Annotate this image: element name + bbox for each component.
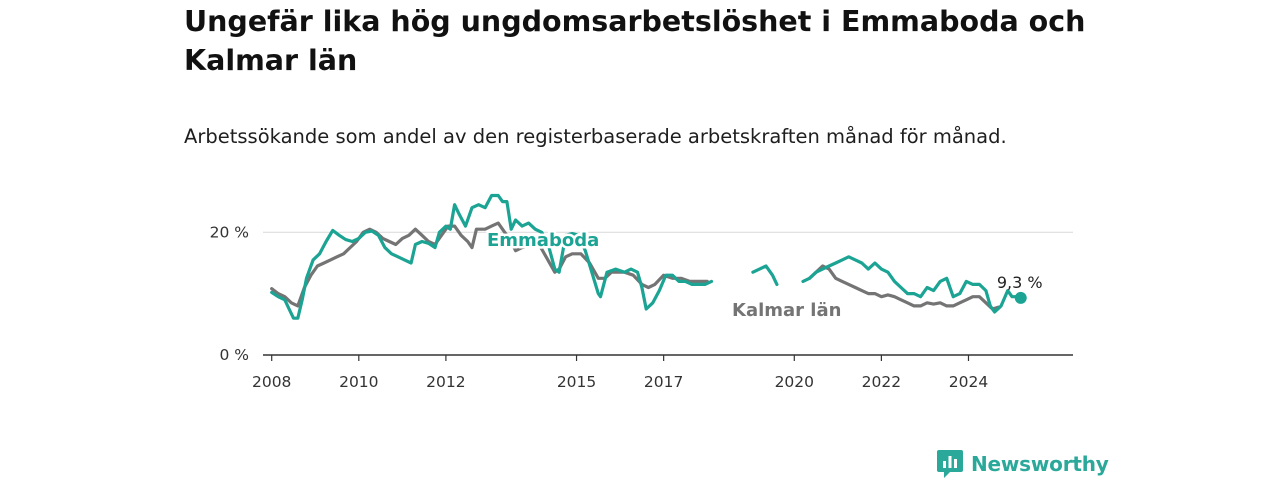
brand-logo: Newsworthy (937, 449, 1109, 479)
series-label-kalmar: Kalmar län (732, 300, 841, 321)
x-tick-label: 2012 (426, 373, 465, 391)
x-tick-label: 2022 (862, 373, 901, 391)
chart-subtitle: Arbetssökande som andel av den registerb… (184, 125, 1007, 148)
y-tick-label: 0 % (219, 346, 249, 364)
last-value-label: 9,3 % (997, 273, 1043, 292)
series-line-kalmar (270, 221, 1001, 311)
series-label-emmaboda-halo: Emmaboda (487, 230, 599, 251)
x-tick-label: 2020 (775, 373, 814, 391)
x-tick-label: 2024 (949, 373, 988, 391)
series-layer (270, 193, 1027, 320)
series-label-emmaboda: Emmaboda (487, 230, 599, 251)
x-tick-label: 2010 (339, 373, 378, 391)
x-tick-label: 2017 (644, 373, 683, 391)
chart-title: Ungefär lika hög ungdomsarbetslöshet i E… (184, 5, 1086, 77)
series-label-kalmar-halo: Kalmar län (732, 300, 841, 321)
axis-layer: 0 % 20 % 2008 2010 2012 2015 2017 2020 2022 2024 (210, 223, 1073, 391)
x-tick-label: 2008 (252, 373, 291, 391)
y-tick-label: 20 % (210, 223, 249, 241)
brand-name: Newsworthy (971, 452, 1109, 476)
newsworthy-bar-logo-icon (937, 450, 963, 478)
x-tick-label: 2015 (557, 373, 596, 391)
last-value-dot (1014, 291, 1027, 304)
series-line-emmaboda (270, 193, 1023, 320)
